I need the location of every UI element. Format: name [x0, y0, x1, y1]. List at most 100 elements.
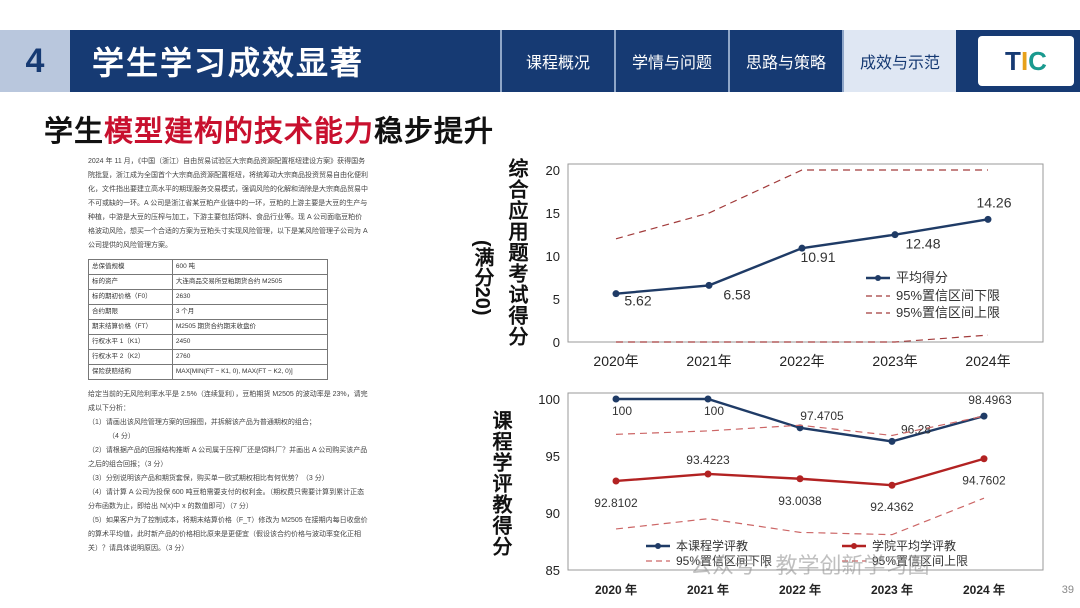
y-tick-label: 0 [553, 335, 560, 350]
data-label: 98.4963 [968, 393, 1012, 407]
plot-frame [567, 163, 1044, 343]
data-label: 93.0038 [778, 494, 822, 508]
table-cell: 3 个月 [171, 304, 329, 320]
table-row: 行权水平 1（K1） 2450 [88, 334, 329, 350]
data-point [888, 481, 896, 489]
table-row: 总保值规模 600 吨 [88, 259, 329, 275]
x-tick-label: 2024年 [965, 353, 1010, 369]
data-point [796, 475, 804, 483]
table-row: 合约期限 3 个月 [88, 304, 329, 320]
legend-label: 95%置信区间下限 [896, 288, 1000, 303]
data-label: 14.26 [976, 194, 1011, 210]
legend-label: 平均得分 [896, 270, 948, 285]
data-label: 94.7602 [962, 474, 1006, 488]
table-row: 期末结算价格（FT） M2505 期货合约期末收盘价 [88, 319, 329, 335]
table-cell: 大连商品交易所豆粕期货合约 M2505 [171, 274, 329, 290]
data-label: 100 [612, 404, 632, 418]
page-title: 学生模型建构的技术能力稳步提升 [44, 108, 494, 150]
doc-question: （4）请计算 A 公司为投保 600 吨豆粕需要支付的权利金。（期权费只需要计算… [88, 489, 365, 510]
section-title: 学生学习成效显著 [92, 45, 365, 81]
data-label: 12.48 [905, 236, 940, 252]
doc-intro: 2024 年 11 月，《中国（浙江）自由贸易试验区大宗商品资源配置枢纽建设方案… [88, 158, 368, 249]
x-tick-label: 2022 年 [779, 582, 821, 597]
series-line-1 [616, 334, 989, 343]
doc-question: （3）分别说明该产品和期货套保，购买单一欧式期权相比有何优势？（3 分） [88, 475, 329, 482]
legend-label: 95%置信区间上限 [896, 305, 1000, 320]
doc-question: （4 分） [108, 433, 135, 440]
tab-course-overview[interactable]: 课程概况 [500, 30, 614, 92]
y-tick-label: 10 [546, 249, 560, 264]
tab-ideas-strategies[interactable]: 思路与策略 [728, 30, 842, 92]
series-line-0 [616, 397, 985, 443]
table-row: 标的资产 大连商品交易所豆粕期货合约 M2505 [88, 274, 329, 290]
chart1-ylabel-sub: (满分20) [471, 240, 493, 316]
data-point [796, 424, 804, 432]
data-label: 92.8102 [594, 496, 638, 510]
data-point [612, 477, 620, 485]
tab-results-demo[interactable]: 成效与示范 [842, 30, 956, 92]
table-cell: MAX[MIN(FT − K1, 0), MAX(FT − K2, 0)] [171, 364, 329, 380]
x-tick-label: 2023 年 [871, 582, 913, 597]
data-label: 6.58 [723, 286, 750, 302]
data-point [705, 281, 713, 289]
y-tick-label: 20 [546, 163, 560, 178]
section-nav: 课程概况 学情与问题 思路与策略 成效与示范 [500, 30, 956, 92]
title-highlight: 模型建构的技术能力 [104, 116, 375, 148]
data-point [612, 290, 620, 298]
x-tick-label: 2021年 [686, 353, 731, 369]
legend-marker [655, 543, 661, 549]
table-row: 保险获赔结构 MAX[MIN(FT − K1, 0), MAX(FT − K2, … [88, 364, 329, 380]
series-line-2 [615, 169, 988, 240]
page-number: 39 [1061, 584, 1074, 596]
data-label: 10.91 [800, 249, 835, 265]
data-label: 5.62 [624, 293, 651, 309]
doc-question: （2）请根据产品的回报结构推断 A 公司属于压榨厂还是饲料厂？并画出 A 公司购… [88, 447, 368, 468]
table-cell: 600 吨 [171, 259, 329, 275]
data-point [891, 231, 899, 239]
table-cell: 保险获赔结构 [88, 364, 173, 380]
plot-frame [567, 392, 1044, 571]
series-line-2 [615, 497, 985, 536]
y-tick-label: 5 [553, 292, 560, 307]
table-row: 标的期初价格（F0） 2630 [88, 289, 329, 305]
table-cell: 期末结算价格（FT） [88, 319, 173, 335]
y-tick-label: 90 [546, 506, 560, 521]
doc-table: 总保值规模 600 吨 标的资产 大连商品交易所豆粕期货合约 M2505 标的期初价… [88, 259, 329, 380]
data-point [704, 470, 712, 478]
y-tick-label: 15 [546, 206, 560, 221]
doc-paragraph: 给定当前的无风险利率水平是 2.5%（连续复利），豆粕期货 M2505 的波动率… [88, 391, 368, 412]
data-point [612, 395, 620, 403]
data-label: 92.4362 [870, 500, 914, 514]
data-point [980, 412, 988, 420]
data-label: 100 [704, 404, 724, 418]
series-line-1 [615, 457, 985, 487]
x-tick-label: 2020 年 [595, 582, 637, 597]
data-point [980, 455, 988, 463]
title-suffix: 稳步提升 [374, 116, 495, 148]
table-cell: 总保值规模 [88, 259, 173, 275]
data-point [798, 244, 806, 252]
doc-question: （5）如果客户为了控制成本，将期末结算价格（F_T）修改为 M2505 在接期内… [88, 517, 368, 552]
data-label: 97.4705 [800, 409, 844, 423]
x-tick-label: 2023年 [872, 353, 917, 369]
table-cell: 行权水平 1（K1） [88, 334, 173, 350]
exam-document: 2024 年 11 月，《中国（浙江）自由贸易试验区大宗商品资源配置枢纽建设方案… [88, 155, 368, 600]
table-cell: M2505 期货合约期末收盘价 [171, 319, 329, 335]
watermark: 公众号 · 教学创新学习圈 [690, 553, 930, 578]
data-point [984, 215, 992, 223]
section-number: 4 [0, 30, 70, 92]
series-line-3 [615, 415, 985, 437]
table-cell: 合约期限 [88, 304, 173, 320]
table-cell: 2630 [171, 289, 329, 305]
table-cell: 2760 [171, 349, 329, 365]
doc-question: （1）请画出该风险管理方案的回报图，并拆解该产品为普通期权的组合； [88, 419, 316, 426]
legend-marker [875, 275, 881, 281]
table-row: 行权水平 2（K2） 2760 [88, 349, 329, 365]
table-cell: 标的期初价格（F0） [88, 289, 173, 305]
y-tick-label: 85 [546, 563, 560, 578]
tab-learning-issues[interactable]: 学情与问题 [614, 30, 728, 92]
x-tick-label: 2020年 [593, 353, 638, 369]
y-tick-label: 100 [538, 392, 560, 407]
